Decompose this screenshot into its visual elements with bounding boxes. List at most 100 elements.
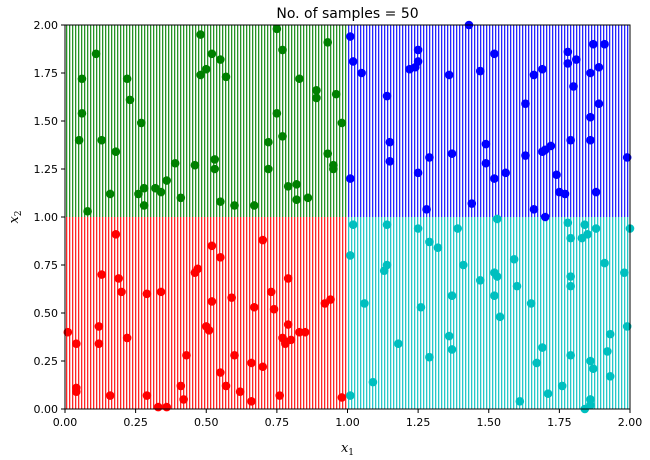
data-point — [622, 322, 632, 331]
data-point — [346, 174, 355, 183]
data-point — [566, 272, 575, 281]
data-point — [563, 218, 573, 228]
data-point — [557, 381, 567, 391]
data-point — [572, 55, 581, 64]
data-point — [447, 149, 457, 158]
data-point — [105, 391, 115, 400]
data-point — [122, 74, 132, 84]
data-point — [566, 350, 575, 360]
data-point — [258, 235, 268, 245]
data-point — [475, 276, 485, 285]
data-point — [249, 302, 259, 312]
x-tick-label: 1.50 — [477, 416, 502, 429]
data-point — [91, 49, 101, 59]
data-point — [594, 99, 604, 109]
y-tick-label: 1.25 — [34, 163, 59, 176]
data-point — [540, 212, 550, 222]
data-point — [563, 47, 573, 57]
data-point — [501, 168, 511, 178]
data-point — [323, 149, 333, 158]
data-point — [416, 302, 426, 312]
data-point — [247, 397, 256, 406]
data-point — [156, 287, 166, 297]
data-point — [569, 82, 578, 91]
x-axis-label-text: x — [341, 441, 349, 456]
data-point — [594, 62, 604, 72]
data-point — [207, 241, 217, 251]
data-point — [459, 260, 468, 270]
data-point — [193, 264, 203, 274]
data-point — [227, 293, 236, 302]
data-point — [566, 233, 575, 243]
y-tick-label: 2.00 — [34, 19, 59, 32]
data-point — [490, 291, 499, 301]
data-point — [179, 395, 188, 404]
data-point — [283, 320, 293, 329]
data-point — [529, 70, 539, 80]
data-point — [526, 299, 536, 308]
data-point — [111, 147, 121, 157]
data-point — [94, 339, 104, 349]
data-point — [509, 254, 519, 264]
data-point — [580, 220, 590, 229]
data-point — [136, 118, 146, 128]
decision-region — [347, 217, 630, 409]
data-point — [74, 135, 84, 145]
data-point — [216, 197, 225, 206]
data-point — [83, 206, 92, 216]
data-point — [77, 109, 87, 118]
data-point — [600, 258, 609, 268]
data-point — [348, 57, 358, 66]
data-point — [379, 266, 389, 276]
x-axis-label-subscript: 1 — [348, 448, 354, 458]
data-point — [230, 201, 239, 210]
data-point — [264, 164, 273, 174]
data-point — [346, 391, 355, 400]
data-point — [521, 151, 530, 160]
data-point — [588, 364, 598, 373]
y-tick-label: 0.75 — [34, 259, 59, 272]
data-point — [492, 272, 502, 281]
y-axis-label: x2 — [7, 210, 24, 223]
data-point — [182, 350, 191, 360]
data-point — [433, 243, 443, 253]
data-point — [272, 24, 282, 34]
data-point — [413, 168, 423, 178]
data-point — [357, 68, 366, 78]
data-point — [422, 205, 431, 214]
data-point — [139, 201, 149, 210]
data-point — [323, 37, 333, 47]
data-point — [346, 251, 355, 260]
data-point — [586, 112, 595, 122]
data-point — [221, 72, 231, 82]
y-axis-label-text: x — [7, 216, 22, 224]
data-point — [475, 66, 485, 76]
y-tick-label: 0.25 — [34, 355, 59, 368]
data-point — [444, 70, 454, 80]
data-point — [566, 135, 575, 145]
x-tick-label: 2.00 — [618, 416, 643, 429]
data-point — [555, 187, 564, 197]
data-point — [207, 297, 217, 306]
data-point — [139, 183, 149, 193]
data-point — [385, 137, 395, 147]
data-point — [425, 352, 434, 362]
data-points — [63, 20, 635, 414]
data-point — [190, 160, 200, 170]
data-point — [425, 153, 434, 162]
data-point — [94, 322, 104, 331]
data-point — [382, 220, 392, 229]
data-point — [563, 59, 573, 68]
data-point — [292, 195, 301, 205]
x-axis-ticks: 0.00 0.25 0.50 0.75 1.00 1.25 1.50 1.75 2.00 — [53, 409, 643, 429]
data-point — [210, 164, 220, 174]
data-point — [278, 132, 287, 141]
data-point — [249, 201, 259, 210]
data-point — [216, 368, 225, 377]
data-point — [97, 270, 107, 279]
data-point — [77, 74, 87, 84]
data-point — [566, 281, 575, 291]
data-point — [196, 70, 205, 80]
data-point — [492, 214, 502, 224]
data-point — [230, 350, 239, 360]
